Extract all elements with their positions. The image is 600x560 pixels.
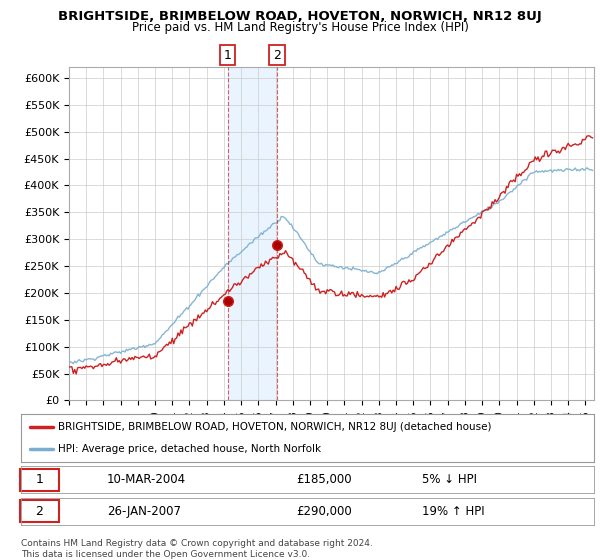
Text: 1: 1 — [224, 49, 232, 62]
Text: 2: 2 — [273, 49, 281, 62]
Text: BRIGHTSIDE, BRIMBELOW ROAD, HOVETON, NORWICH, NR12 8UJ (detached house): BRIGHTSIDE, BRIMBELOW ROAD, HOVETON, NOR… — [58, 422, 492, 432]
Text: HPI: Average price, detached house, North Norfolk: HPI: Average price, detached house, Nort… — [58, 444, 322, 454]
FancyBboxPatch shape — [20, 469, 59, 491]
Text: BRIGHTSIDE, BRIMBELOW ROAD, HOVETON, NORWICH, NR12 8UJ: BRIGHTSIDE, BRIMBELOW ROAD, HOVETON, NOR… — [58, 10, 542, 23]
Text: 26-JAN-2007: 26-JAN-2007 — [107, 505, 181, 518]
Text: 5% ↓ HPI: 5% ↓ HPI — [422, 473, 477, 487]
Text: Contains HM Land Registry data © Crown copyright and database right 2024.
This d: Contains HM Land Registry data © Crown c… — [21, 539, 373, 559]
Text: 1: 1 — [35, 473, 43, 487]
Text: 2: 2 — [35, 505, 43, 518]
Bar — [227, 67, 277, 400]
Text: 10-MAR-2004: 10-MAR-2004 — [107, 473, 186, 487]
Text: Price paid vs. HM Land Registry's House Price Index (HPI): Price paid vs. HM Land Registry's House … — [131, 21, 469, 34]
Text: £185,000: £185,000 — [296, 473, 352, 487]
Text: £290,000: £290,000 — [296, 505, 352, 518]
FancyBboxPatch shape — [20, 500, 59, 522]
Text: 19% ↑ HPI: 19% ↑ HPI — [422, 505, 485, 518]
